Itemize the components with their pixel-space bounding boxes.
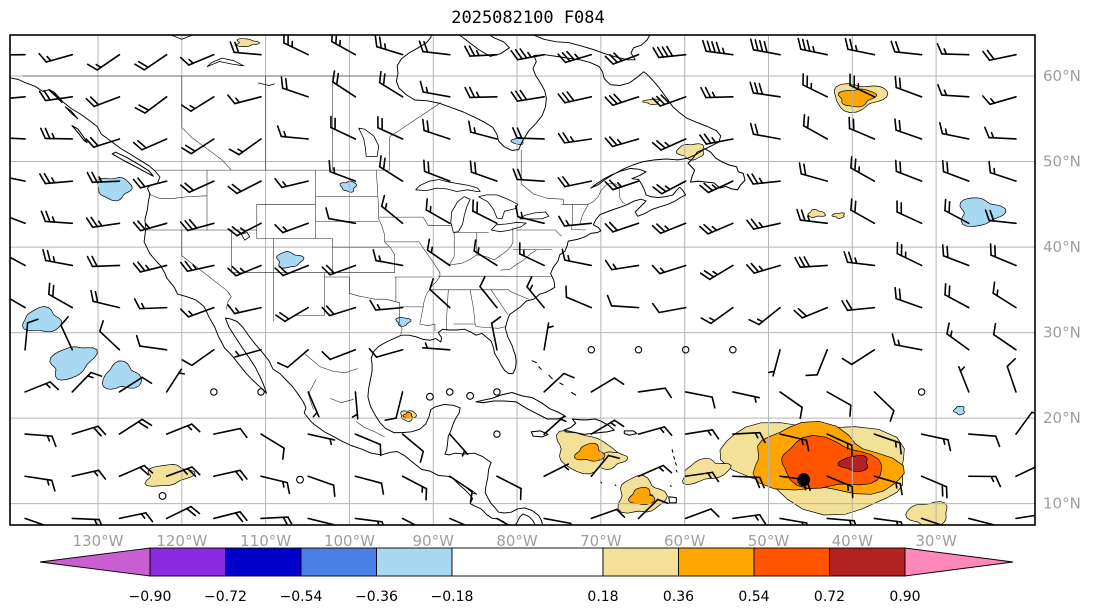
gridline-layer	[10, 35, 1035, 525]
colorbar-tick-label: −0.36	[355, 589, 398, 605]
lon-tick-label: 40°W	[832, 532, 874, 550]
contour-region	[831, 212, 845, 219]
lon-tick-label: 100°W	[324, 532, 375, 550]
lon-tick-label: 30°W	[915, 532, 957, 550]
contour-region	[675, 143, 705, 161]
lat-tick-label: 60°N	[1043, 67, 1081, 85]
calm-wind-circle	[158, 491, 167, 500]
lon-tick-label: 90°W	[413, 532, 455, 550]
lat-tick-label: 30°N	[1043, 324, 1081, 342]
lon-tick-label: 120°W	[156, 532, 207, 550]
coastline-layer	[10, 35, 746, 525]
colorbar-band	[451, 547, 604, 577]
colorbar-band	[602, 547, 679, 577]
colorbar-tick-label: 0.54	[738, 589, 769, 605]
contour-region	[395, 317, 412, 327]
colorbar-tick-label: −0.90	[129, 589, 172, 605]
colorbar: −0.90 −0.72 −0.54 −0.36 −0.18 0.18 0.36 0.54 0.7…	[39, 547, 1014, 605]
calm-wind-circle	[425, 392, 434, 401]
plot-frame	[9, 34, 1036, 526]
contour-region	[574, 442, 606, 462]
lon-tick-label: 110°W	[240, 532, 291, 550]
contour-region	[959, 197, 1007, 227]
colorbar-above-arrow	[904, 547, 1014, 577]
contour-region	[837, 455, 869, 473]
colorbar-below-arrow	[39, 547, 151, 577]
colorbar-tick-label: 0.18	[587, 589, 618, 605]
contour-region	[905, 501, 948, 525]
contour-region	[682, 457, 732, 486]
lat-tick-label: 20°N	[1043, 409, 1081, 427]
lat-tick-label: 40°N	[1043, 238, 1081, 256]
contour-region	[953, 405, 965, 416]
contour-region	[339, 180, 358, 193]
colorbar-tick-label: −0.18	[431, 589, 474, 605]
lon-tick-label: 80°W	[496, 532, 538, 550]
storm-marker-layer	[797, 473, 811, 487]
calm-wind-circle	[296, 475, 304, 484]
colorbar-tick-label: −0.72	[204, 589, 247, 605]
colorbar-band	[300, 547, 377, 577]
colorbar-tick-label: −0.54	[280, 589, 323, 605]
colorbar-band	[678, 547, 755, 577]
contour-region	[49, 346, 98, 381]
contour-region	[97, 177, 133, 202]
storm-position-marker	[797, 473, 811, 487]
axes-layer: 130°W 120°W 110°W 100°W 90°W 80°W 70°W 60°W 50°W…	[9, 34, 1081, 550]
calm-wind-circle	[466, 391, 475, 400]
colorbar-band	[376, 547, 453, 577]
contour-region	[838, 88, 878, 108]
lat-tick-label: 10°N	[1043, 495, 1081, 513]
contour-region	[102, 360, 142, 390]
colorbar-band	[829, 547, 906, 577]
colorbar-tick-label: 0.72	[814, 589, 845, 605]
lon-tick-label: 60°W	[664, 532, 706, 550]
colorbar-band	[753, 547, 830, 577]
chart-title: 2025082100 F084	[451, 8, 605, 28]
colorbar-band	[149, 547, 226, 577]
colorbar-tick-label: 0.36	[663, 589, 694, 605]
lon-tick-label: 50°W	[748, 532, 790, 550]
lon-tick-label: 70°W	[580, 532, 622, 550]
colorbar-band	[225, 547, 302, 577]
contour-region	[807, 209, 826, 218]
contour-region	[236, 38, 261, 47]
lon-tick-label: 130°W	[73, 532, 124, 550]
colorbar-tick-label: 0.90	[889, 589, 920, 605]
contour-region	[276, 251, 305, 269]
contour-fill-layer	[22, 38, 1007, 525]
wind-barb-layer	[10, 35, 1035, 525]
lat-tick-label: 50°N	[1043, 153, 1081, 171]
contour-region	[22, 306, 62, 333]
